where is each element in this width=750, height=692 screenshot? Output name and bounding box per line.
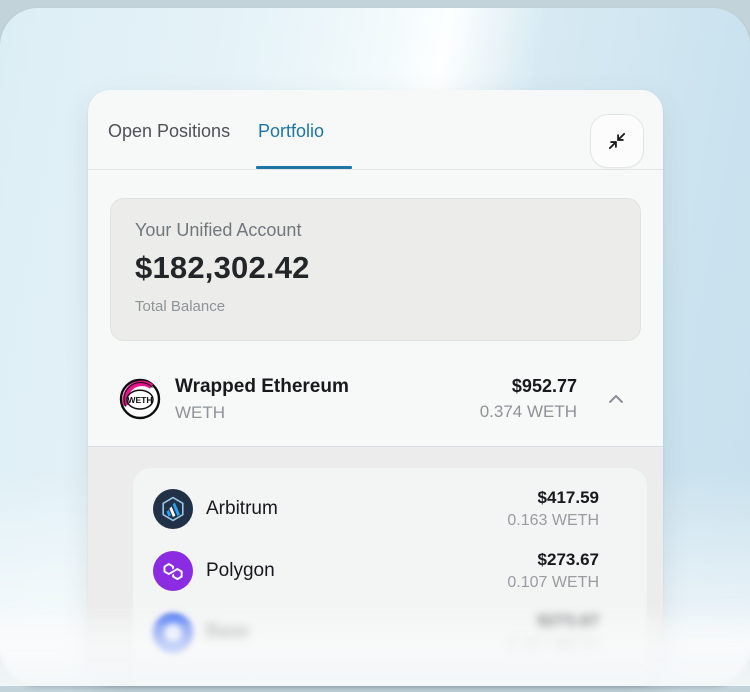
tab-portfolio[interactable]: Portfolio bbox=[258, 121, 325, 141]
weth-icon: WETH bbox=[118, 377, 162, 421]
chain-values: $417.59 0.163 WETH bbox=[507, 488, 599, 530]
arbitrum-icon bbox=[153, 489, 193, 529]
tab-bar: Open Positions Portfolio bbox=[88, 90, 663, 170]
chain-usd-value: $273.67 bbox=[537, 550, 599, 569]
asset-name-block: Wrapped Ethereum WETH bbox=[175, 376, 349, 423]
chain-row-base[interactable]: Base $273.67 0.107 WETH bbox=[153, 602, 599, 664]
base-icon bbox=[153, 613, 193, 653]
asset-values: $952.77 0.374 WETH bbox=[480, 376, 577, 422]
account-balance-label: Total Balance bbox=[135, 298, 226, 315]
collapse-arrows-icon bbox=[604, 128, 630, 154]
svg-text:WETH: WETH bbox=[127, 395, 152, 405]
chain-usd-value: $417.59 bbox=[537, 488, 599, 507]
chain-amount: 0.107 WETH bbox=[507, 636, 599, 653]
polygon-icon bbox=[153, 551, 193, 591]
portfolio-widget: Open Positions Portfolio Your Unified Ac… bbox=[88, 90, 663, 686]
chain-usd-value: $273.67 bbox=[537, 612, 599, 631]
chain-name: Polygon bbox=[206, 560, 275, 581]
tab-open-positions[interactable]: Open Positions bbox=[108, 121, 231, 141]
chain-name: Arbitrum bbox=[206, 498, 278, 519]
chain-amount: 0.107 WETH bbox=[507, 574, 599, 591]
account-title: Your Unified Account bbox=[135, 220, 302, 240]
unified-account-card: Your Unified Account $182,302.42 Total B… bbox=[110, 198, 641, 341]
chains-card: Arbitrum $417.59 0.163 WETH Polygon bbox=[133, 468, 647, 686]
active-tab-underline bbox=[256, 166, 352, 169]
chevron-up-icon[interactable] bbox=[605, 393, 627, 405]
chain-values: $273.67 0.107 WETH bbox=[507, 612, 599, 654]
chain-values: $273.67 0.107 WETH bbox=[507, 550, 599, 592]
asset-row-weth[interactable]: WETH Wrapped Ethereum WETH $952.77 0.374… bbox=[118, 356, 627, 442]
account-balance: $182,302.42 bbox=[135, 250, 310, 285]
collapse-button[interactable] bbox=[590, 114, 644, 168]
asset-breakdown-section: Arbitrum $417.59 0.163 WETH Polygon bbox=[88, 446, 663, 686]
chain-row-polygon[interactable]: Polygon $273.67 0.107 WETH bbox=[153, 540, 599, 602]
asset-name: Wrapped Ethereum bbox=[175, 375, 349, 397]
chain-name: Base bbox=[206, 622, 250, 643]
asset-symbol: WETH bbox=[175, 402, 226, 422]
asset-amount: 0.374 WETH bbox=[479, 402, 577, 421]
chain-amount: 0.163 WETH bbox=[507, 512, 599, 529]
chain-row-arbitrum[interactable]: Arbitrum $417.59 0.163 WETH bbox=[153, 478, 599, 540]
asset-usd-value: $952.77 bbox=[511, 376, 577, 396]
